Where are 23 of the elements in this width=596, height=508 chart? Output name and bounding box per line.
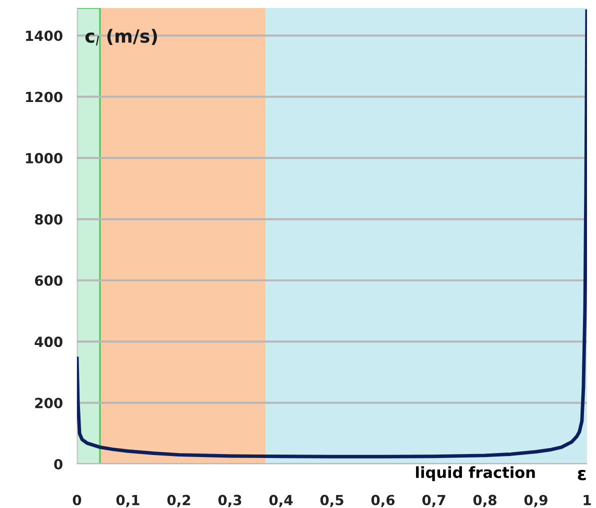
x-tick-label: 0,8 xyxy=(473,494,496,508)
y-tick-label: 1000 xyxy=(26,152,62,164)
y-tick-label: 1200 xyxy=(26,92,62,102)
x-tick-label: 0,4 xyxy=(269,494,293,508)
x-tick-label: 0,3 xyxy=(218,494,242,508)
text: ε xyxy=(578,470,586,480)
x-tick-label: 0,9 xyxy=(524,494,548,508)
x-tick-label: 1 xyxy=(584,494,591,506)
y-tick-label: 600 xyxy=(34,275,62,286)
x-tick-label: 0,5 xyxy=(320,494,344,508)
line-series xyxy=(77,9,587,458)
y-tick-label: 800 xyxy=(34,214,62,225)
y-tick-label: 400 xyxy=(34,336,62,348)
y-tick-label: 1400 xyxy=(26,30,62,42)
x-tick-label: 0,7 xyxy=(422,494,446,508)
y-tick-label: 200 xyxy=(35,398,62,408)
y-tick-label: 0 xyxy=(54,458,62,470)
x-tick-label: 0 xyxy=(72,494,82,506)
x-tick-label: 0,1 xyxy=(116,494,140,508)
y-axis-title: c$_{l}$ (m/s) xyxy=(85,28,157,46)
x-tick-label: 0,6 xyxy=(371,494,395,508)
x-tick-label: 0,2 xyxy=(167,494,190,508)
x-axis-title: liquid fraction xyxy=(416,466,535,482)
